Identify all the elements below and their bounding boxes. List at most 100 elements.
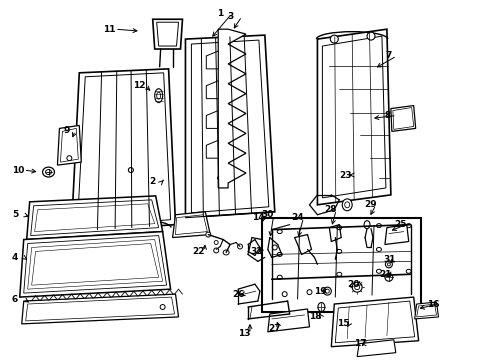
Text: 18: 18 <box>309 312 321 321</box>
Polygon shape <box>26 297 174 321</box>
Bar <box>262 218 420 312</box>
Text: 1: 1 <box>217 9 223 18</box>
Text: 21: 21 <box>378 270 391 279</box>
Ellipse shape <box>156 92 161 99</box>
Text: 4: 4 <box>12 253 18 262</box>
Polygon shape <box>335 301 414 343</box>
Ellipse shape <box>342 199 351 211</box>
Polygon shape <box>77 73 170 227</box>
Polygon shape <box>416 304 436 317</box>
Text: 23: 23 <box>339 171 351 180</box>
Polygon shape <box>206 140 218 158</box>
Ellipse shape <box>45 170 51 175</box>
Polygon shape <box>414 302 438 319</box>
Ellipse shape <box>336 249 341 253</box>
Polygon shape <box>61 129 78 162</box>
Ellipse shape <box>386 263 389 266</box>
Polygon shape <box>156 22 178 46</box>
Polygon shape <box>32 243 158 285</box>
Text: 3: 3 <box>226 12 233 21</box>
Polygon shape <box>71 69 175 231</box>
Ellipse shape <box>344 202 349 208</box>
Ellipse shape <box>323 287 331 295</box>
Ellipse shape <box>277 252 282 256</box>
Text: 7: 7 <box>384 51 390 60</box>
Text: 8: 8 <box>384 111 390 120</box>
Ellipse shape <box>42 167 54 177</box>
Ellipse shape <box>277 230 282 234</box>
Ellipse shape <box>406 224 410 228</box>
Text: 15: 15 <box>337 319 349 328</box>
Polygon shape <box>322 36 385 198</box>
Text: 13: 13 <box>238 329 250 338</box>
Ellipse shape <box>154 89 163 103</box>
Polygon shape <box>172 212 210 238</box>
Text: 17: 17 <box>353 339 366 348</box>
Polygon shape <box>317 29 390 205</box>
Polygon shape <box>175 215 207 235</box>
Ellipse shape <box>366 32 374 40</box>
Ellipse shape <box>336 226 341 230</box>
Text: 10: 10 <box>12 166 24 175</box>
Polygon shape <box>267 309 309 332</box>
Polygon shape <box>390 105 415 131</box>
Text: 9: 9 <box>63 126 70 135</box>
Ellipse shape <box>272 245 277 250</box>
Ellipse shape <box>336 272 341 276</box>
Ellipse shape <box>384 273 392 281</box>
Polygon shape <box>356 340 395 357</box>
Ellipse shape <box>223 250 229 255</box>
Ellipse shape <box>217 176 222 180</box>
Polygon shape <box>206 51 218 69</box>
Ellipse shape <box>237 244 242 249</box>
Ellipse shape <box>330 35 338 43</box>
Polygon shape <box>384 225 408 244</box>
Text: 30: 30 <box>262 210 274 219</box>
Ellipse shape <box>205 232 210 237</box>
Polygon shape <box>27 196 163 239</box>
Text: 29: 29 <box>364 200 376 209</box>
Polygon shape <box>392 108 413 129</box>
Polygon shape <box>28 239 163 289</box>
Text: 11: 11 <box>103 25 115 34</box>
Ellipse shape <box>277 275 282 279</box>
Polygon shape <box>20 231 170 297</box>
Text: 26: 26 <box>232 289 244 298</box>
Polygon shape <box>21 294 178 324</box>
Ellipse shape <box>364 221 369 229</box>
Ellipse shape <box>67 156 72 161</box>
Polygon shape <box>152 19 182 49</box>
Polygon shape <box>185 35 274 218</box>
Ellipse shape <box>354 285 359 290</box>
Polygon shape <box>206 81 218 99</box>
Polygon shape <box>57 125 81 165</box>
Ellipse shape <box>376 269 381 273</box>
Ellipse shape <box>406 269 410 273</box>
Polygon shape <box>191 40 268 213</box>
Text: 28: 28 <box>324 205 336 214</box>
Polygon shape <box>24 235 166 293</box>
Polygon shape <box>331 297 418 347</box>
Text: 20: 20 <box>346 280 359 289</box>
Text: 12: 12 <box>133 81 145 90</box>
Ellipse shape <box>128 168 133 172</box>
Text: 25: 25 <box>393 220 406 229</box>
Text: 2: 2 <box>149 177 156 186</box>
Ellipse shape <box>306 290 311 294</box>
Ellipse shape <box>385 261 391 268</box>
Ellipse shape <box>376 224 381 228</box>
Polygon shape <box>206 111 218 129</box>
Text: 19: 19 <box>314 287 326 296</box>
Ellipse shape <box>282 292 286 297</box>
Text: 27: 27 <box>267 324 280 333</box>
Ellipse shape <box>317 302 324 311</box>
Text: 6: 6 <box>12 294 18 303</box>
Text: 24: 24 <box>291 213 304 222</box>
Ellipse shape <box>213 248 218 253</box>
Ellipse shape <box>325 289 328 293</box>
Polygon shape <box>35 204 154 231</box>
Text: 5: 5 <box>12 210 18 219</box>
Ellipse shape <box>376 247 381 251</box>
Ellipse shape <box>214 240 218 244</box>
Polygon shape <box>218 29 245 188</box>
